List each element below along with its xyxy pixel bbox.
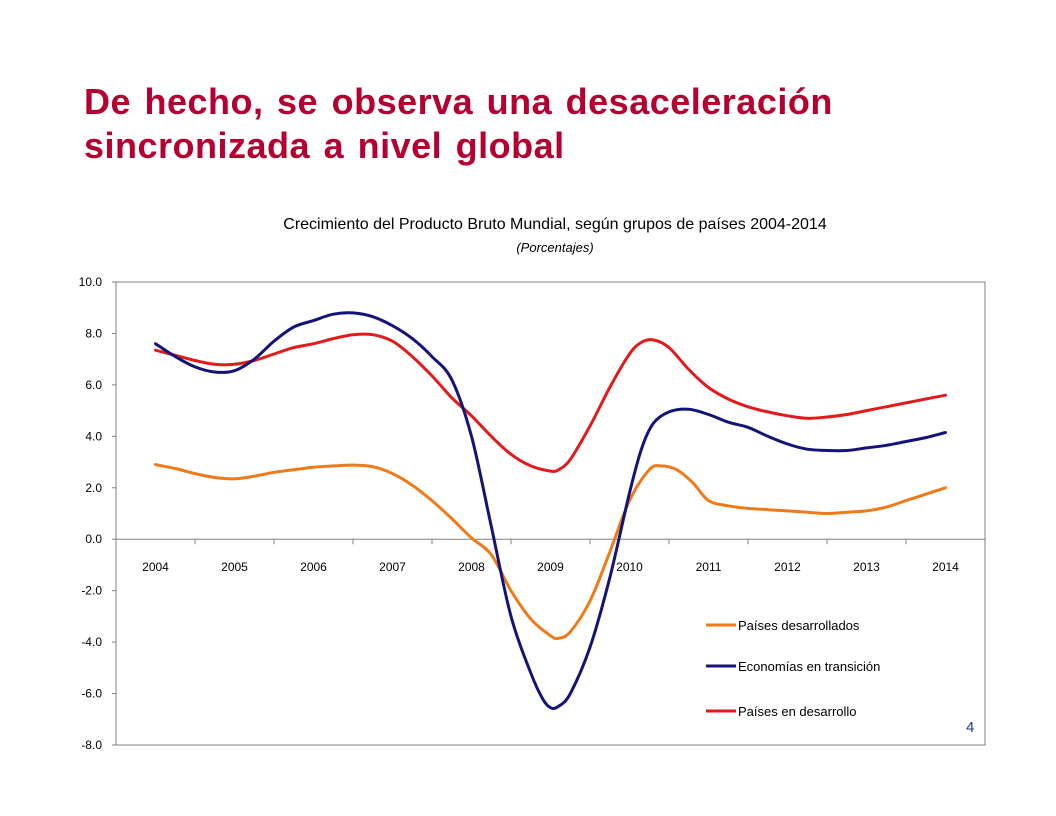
series-layer	[154, 311, 947, 710]
series-line-economias-en-transicion	[154, 311, 947, 710]
x-tick-label: 2013	[853, 560, 880, 574]
y-tick-label: -4.0	[81, 635, 102, 649]
x-tick-label: 2008	[458, 560, 485, 574]
legend: Países desarrollados Economías en transic…	[706, 618, 880, 719]
legend-item-paises-en-desarrollo: Países en desarrollo	[738, 704, 857, 719]
x-tick-label: 2007	[379, 560, 406, 574]
y-tick-label: 6.0	[85, 378, 102, 392]
x-axis: 2004 2005 2006 2007 2008 2009 2010 2011 2012 2013…	[115, 538, 986, 574]
x-tick-label: 2004	[142, 560, 169, 574]
y-tick-label: -8.0	[81, 738, 102, 752]
legend-item-economias-en-transicion: Economías en transición	[738, 659, 880, 674]
slide-title: De hecho, se observa una desaceleración …	[84, 81, 833, 166]
x-tick-label: 2010	[616, 560, 643, 574]
x-tick-label: 2014	[932, 560, 959, 574]
plot-area	[115, 281, 986, 746]
x-tick-label: 2006	[300, 560, 327, 574]
x-tick-label: 2005	[221, 560, 248, 574]
y-tick-label: 8.0	[85, 326, 102, 340]
x-tick-label: 2011	[696, 560, 722, 574]
y-tick-label: 2.0	[85, 481, 102, 495]
chart-title: Crecimiento del Producto Bruto Mundial, …	[283, 216, 827, 233]
y-tick-label: 0.0	[85, 532, 102, 546]
x-tick-label: 2012	[774, 560, 801, 574]
page-number: 4	[966, 719, 975, 736]
y-tick-label: -2.0	[81, 584, 102, 598]
y-axis: 10.0 8.0 6.0 4.0 2.0 0.0 -2.0 -4.0 -6.0 -8.0	[79, 275, 116, 752]
series-line-paises-desarrollados	[154, 463, 947, 641]
series-line-paises-en-desarrollo	[154, 332, 947, 473]
y-tick-label: 4.0	[85, 429, 102, 443]
chart-subtitle: (Porcentajes)	[516, 240, 594, 255]
y-tick-label: 10.0	[79, 275, 103, 289]
legend-item-paises-desarrollados: Países desarrollados	[738, 618, 860, 633]
y-tick-label: -6.0	[81, 687, 102, 701]
x-tick-label: 2009	[537, 560, 564, 574]
